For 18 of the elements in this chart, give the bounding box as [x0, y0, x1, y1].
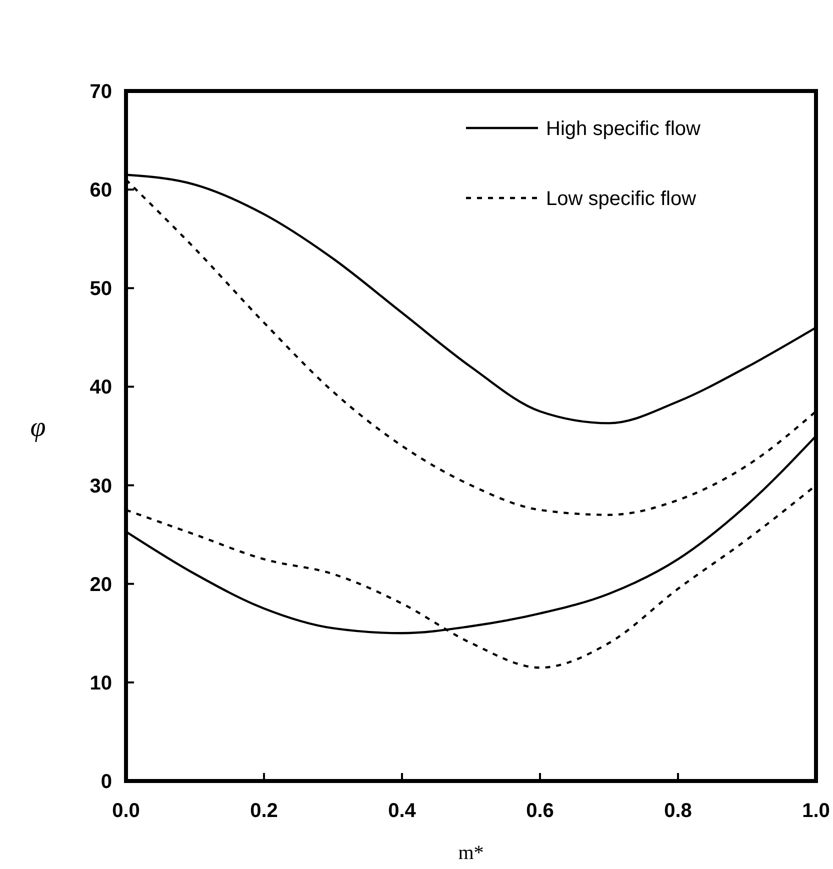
x-tick-label: 0.6: [526, 800, 554, 822]
y-tick-label: 70: [90, 81, 112, 103]
y-tick-label: 50: [90, 278, 112, 300]
x-tick-label: 0.2: [250, 800, 278, 822]
y-tick-label: 30: [90, 475, 112, 498]
y-tick-label: 0: [100, 771, 112, 793]
x-axis-title: m*: [458, 842, 484, 864]
y-tick-label: 40: [90, 376, 112, 399]
x-tick-label: 0.8: [664, 800, 692, 822]
y-tick-label: 20: [90, 574, 112, 596]
x-tick-label: 1.0: [802, 800, 830, 822]
x-tick-label: 0.4: [388, 800, 417, 822]
y-tick-label: 10: [90, 672, 112, 694]
y-tick-label: 60: [90, 180, 112, 202]
y-axis-title: φ: [30, 412, 46, 443]
legend-label: Low specific flow: [546, 188, 697, 210]
x-tick-label: 0.0: [112, 800, 140, 822]
legend-label: High specific flow: [546, 118, 702, 140]
